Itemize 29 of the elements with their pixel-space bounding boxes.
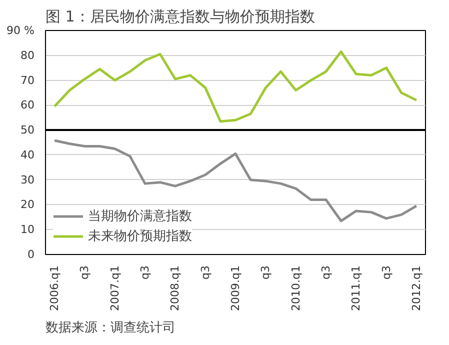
y-tick-label: 90 % — [6, 24, 35, 37]
y-tick-label: 70 — [20, 74, 35, 87]
y-tick-label: 10 — [20, 223, 35, 236]
line-series — [53, 139, 418, 222]
chart-title: 图 1：居民物价满意指数与物价预期指数 — [46, 8, 315, 26]
x-tick-label: q3 — [319, 265, 332, 280]
x-tick-label: 2009.q1 — [229, 265, 242, 311]
x-tick-label: 2011.q1 — [350, 265, 363, 311]
x-tick-label: q3 — [259, 265, 272, 280]
legend-label: 当期物价满意指数 — [88, 208, 192, 225]
x-tick-label: 2010.q1 — [289, 265, 302, 311]
source-note: 数据来源：调查统计司 — [46, 320, 176, 336]
x-tick-label: 2008.q1 — [168, 265, 182, 311]
y-tick-label: 20 — [20, 198, 35, 212]
y-tick-label: 40 — [20, 148, 35, 162]
line-series — [53, 50, 418, 123]
x-tick-label: 2006.q1 — [48, 265, 62, 311]
y-tick-label: 0 — [28, 248, 34, 261]
x-tick-label: q3 — [380, 265, 393, 280]
y-tick-label: 60 — [20, 98, 35, 112]
legend-label: 未来物价预期指数 — [88, 228, 192, 245]
y-tick-label: 50 — [20, 124, 35, 137]
x-tick-label: q3 — [138, 265, 152, 280]
x-tick-label: 2012.q1 — [410, 265, 423, 311]
x-tick-label: q3 — [78, 265, 92, 280]
x-tick-label: q3 — [198, 265, 212, 280]
y-tick-label: 80 — [20, 48, 35, 62]
y-tick-label: 30 — [20, 173, 35, 186]
x-tick-label: 2007.q1 — [108, 265, 122, 311]
